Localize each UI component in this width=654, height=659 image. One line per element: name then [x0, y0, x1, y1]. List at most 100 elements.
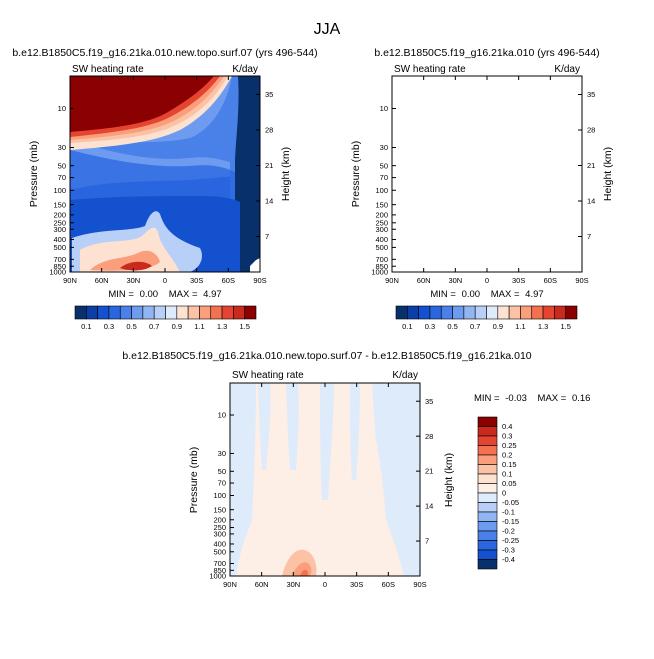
colorbar-label: 0.3: [104, 322, 114, 331]
colorbar-label: -0.25: [502, 536, 519, 545]
y-tick-label: 100: [53, 186, 66, 195]
band-low-orange: [412, 251, 482, 271]
y-tick-label: 400: [375, 235, 388, 244]
y-tick-label: 150: [213, 505, 226, 514]
colorbar-swatch: [199, 305, 212, 320]
figure-title: JJA: [314, 21, 341, 38]
colorbar-main-left: 0.1 0.3 0.5 0.7 0.9 1.1 1.3 1.5: [74, 305, 257, 331]
colorbar-swatch: [477, 549, 498, 560]
colorbar-label: -0.3: [502, 546, 515, 555]
colorbar-swatch: [477, 559, 498, 570]
min-label: MIN =: [430, 289, 456, 300]
colorbar-swatch: [74, 305, 87, 320]
y2-tick-label: 7: [587, 232, 591, 241]
colorbar-swatch: [108, 305, 121, 320]
y-tick-label: 700: [53, 255, 66, 264]
colorbar-swatch: [97, 305, 110, 320]
x-tick-label: 90N: [63, 276, 77, 285]
colorbar-difference: 0.40.30.250.20.150.10.050-0.05-0.1-0.15-…: [477, 416, 519, 570]
y-tick-label: 100: [375, 186, 388, 195]
y-tick-label: 850: [375, 262, 388, 271]
colorbar-label: 0.9: [172, 322, 182, 331]
y2-tick-label: 35: [425, 397, 433, 406]
x-tick-label: 0: [163, 276, 167, 285]
colorbar-label: -0.05: [502, 498, 519, 507]
band-upper-blue: [392, 76, 582, 272]
colorbar-label: 0.25: [502, 441, 517, 450]
colorbar-swatch: [477, 511, 498, 522]
colorbar-swatch: [477, 530, 498, 541]
min-value: 0.00: [140, 289, 159, 300]
colorbar-swatch: [477, 464, 498, 475]
colorbar-swatch: [554, 305, 566, 320]
y2-tick-label: 28: [587, 126, 595, 135]
x-tick-label: 30S: [350, 580, 363, 589]
colorbar-swatch: [86, 305, 98, 320]
colorbar-swatch: [477, 492, 498, 503]
y-axis-label: Pressure (mb): [350, 141, 362, 208]
colorbar-label: 1.1: [194, 322, 204, 331]
x-tick-label: 0: [485, 276, 489, 285]
colorbar-swatch: [497, 305, 510, 320]
band-south-deep: [557, 76, 582, 272]
band-low-red: [442, 262, 474, 271]
y-tick-label: 30: [380, 143, 388, 152]
band-south-deep: [235, 76, 260, 272]
x-tick-label: 90N: [223, 580, 237, 589]
colorbar-label: 0.4: [502, 422, 512, 431]
panel-right: b.e12.B1850C5.f19_g16.21ka.010 (yrs 496-…: [350, 47, 614, 331]
units-label: K/day: [232, 64, 258, 75]
colorbar-swatch: [474, 305, 487, 320]
colorbar-label: 0.5: [447, 322, 457, 331]
y2-axis-label: Height (km): [280, 147, 292, 201]
colorbar-swatch: [176, 305, 189, 320]
diff-streak-1: [258, 383, 271, 470]
diff-streak-3: [320, 383, 334, 500]
y2-tick-label: 21: [425, 467, 433, 476]
diff-streak-2: [286, 383, 299, 470]
diff-streak-4: [350, 383, 360, 480]
contour-field: [230, 383, 420, 576]
min-max-readout: MIN = -0.03 MAX = 0.16: [474, 393, 590, 404]
colorbar-main-right: 0.1 0.3 0.5 0.7 0.9 1.1 1.3 1.5: [395, 305, 578, 331]
colorbar-label: 1.3: [217, 322, 227, 331]
band-lower-blue: [392, 196, 562, 272]
x-tick-label: 60N: [95, 276, 109, 285]
band-strat-dark: [392, 76, 536, 132]
missing-terrain: [572, 258, 582, 272]
band-low-pink: [402, 228, 502, 272]
colorbar-swatch: [477, 502, 498, 513]
colorbar-label: 1.3: [538, 322, 548, 331]
min-max-readout: MIN = 0.00 MAX = 4.97: [108, 289, 221, 300]
band-strat-orange: [392, 76, 546, 140]
colorbar-swatch: [542, 305, 555, 320]
units-label: K/day: [554, 64, 580, 75]
y-tick-label: 1000: [371, 268, 388, 277]
colorbar-label: 0.7: [470, 322, 480, 331]
y-tick-label: 50: [218, 467, 226, 476]
x-tick-label: 90S: [575, 276, 588, 285]
max-label: MAX =: [491, 289, 520, 300]
y-tick-label: 250: [375, 218, 388, 227]
y-tick-label: 10: [58, 104, 66, 113]
y2-tick-label: 21: [587, 161, 595, 170]
colorbar-label: -0.4: [502, 555, 515, 564]
max-value: 4.97: [525, 289, 544, 300]
x-tick-label: 60N: [255, 580, 269, 589]
colorbar-swatch: [418, 305, 431, 320]
colorbar-label: 0.1: [402, 322, 412, 331]
colorbar-swatch: [477, 473, 498, 484]
colorbar-swatch: [407, 305, 419, 320]
colorbar-label: -0.15: [502, 517, 519, 526]
min-max-readout: MIN = 0.00 MAX = 4.97: [430, 289, 543, 300]
colorbar-swatch: [477, 454, 498, 465]
colorbar-swatch: [210, 305, 223, 320]
colorbar-swatch: [477, 435, 498, 446]
y-tick-label: 700: [213, 559, 226, 568]
axis-ticks: 90N 60N 30N 0 30S 60S 90S103050701001502002503…: [49, 76, 273, 285]
colorbar-swatch: [477, 521, 498, 532]
colorbar-swatch: [477, 445, 498, 456]
colorbar-label: 0.15: [502, 460, 517, 469]
colorbar-swatch: [508, 305, 521, 320]
